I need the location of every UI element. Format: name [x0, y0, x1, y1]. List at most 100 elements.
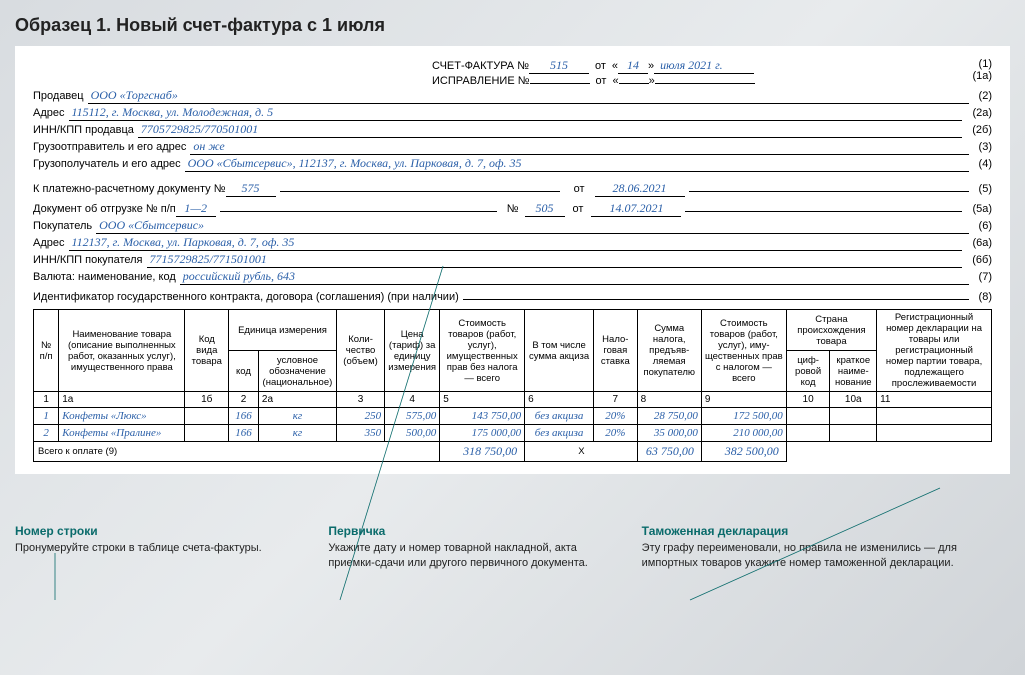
ref2b: (2б) — [972, 124, 992, 136]
n11: 11 — [877, 392, 992, 408]
n4: 4 — [385, 392, 440, 408]
cell-u: 166 — [229, 425, 259, 442]
cell-n: 1 — [34, 408, 59, 425]
from-label: от — [595, 60, 606, 72]
cell-n: 2 — [34, 425, 59, 442]
buyer-addr-label: Адрес — [33, 237, 65, 249]
ot2: от — [574, 183, 585, 195]
addr-label: Адрес — [33, 107, 65, 119]
shipdoc-label: Документ об отгрузке № п/п — [33, 203, 176, 215]
cell-cc — [786, 425, 830, 442]
totals-tax: 63 750,00 — [637, 442, 701, 462]
page-title: Образец 1. Новый счет-фактура с 1 июля — [15, 15, 1010, 36]
cell-kind — [185, 408, 229, 425]
col-tax: Сумма налога, предъяв­ляемая покупа­телю — [637, 310, 701, 392]
n10a: 10а — [830, 392, 877, 408]
cell-cn — [830, 425, 877, 442]
cell-excise: без акциза — [525, 425, 594, 442]
ann-title-1: Первичка — [328, 524, 611, 538]
currency: российский рубль, 643 — [180, 269, 298, 283]
correction-month — [655, 83, 755, 84]
col-qty: Коли­чество (объем) — [336, 310, 384, 392]
table-row: 2Конфеты «Пралине»166кг350500,00175 000,… — [34, 425, 992, 442]
n5: 5 — [440, 392, 525, 408]
totals-label: Всего к оплате (9) — [34, 442, 440, 462]
invoice-no: 515 — [529, 58, 589, 74]
col-kind: Код вида товара — [185, 310, 229, 392]
invoice-label: СЧЕТ-ФАКТУРА № — [432, 60, 529, 72]
seller-addr: 115112, г. Москва, ул. Молодежная, д. 5 — [69, 105, 277, 119]
cell-qty: 250 — [336, 408, 384, 425]
paydoc-date: 28.06.2021 — [595, 181, 685, 197]
annotation-primary-doc: Первичка Укажите дату и номер товарной н… — [328, 524, 611, 571]
cell-total: 210 000,00 — [701, 425, 786, 442]
ann-text-2: Эту графу переименовали, но правила не и… — [642, 541, 1010, 571]
buyer-inn: 7715729825/771501001 — [147, 252, 270, 266]
annotation-row-number: Номер строки Пронумеруйте строки в табли… — [15, 524, 298, 571]
cell-decl — [877, 425, 992, 442]
inn-label: ИНН/КПП продавца — [33, 124, 134, 136]
cell-sum: 143 750,00 — [440, 408, 525, 425]
ann-title-2: Таможенная декларация — [642, 524, 1010, 538]
from-label2: от — [596, 75, 607, 87]
cell-decl — [877, 408, 992, 425]
n8: 8 — [637, 392, 701, 408]
cell-cn — [830, 408, 877, 425]
cell-tax: 35 000,00 — [637, 425, 701, 442]
invoice-table: № п/п Наименование товара (описание выпо… — [33, 309, 992, 462]
cell-excise: без акциза — [525, 408, 594, 425]
paydoc-label: К платежно-расчетному документу № — [33, 183, 226, 195]
n1b: 1б — [185, 392, 229, 408]
ref6b: (6б) — [972, 254, 992, 266]
totals-x: Х — [525, 442, 637, 462]
totals-total: 382 500,00 — [701, 442, 786, 462]
cell-rate: 20% — [594, 425, 638, 442]
n3: 3 — [336, 392, 384, 408]
col-excise: В том числе сумма акциза — [525, 310, 594, 392]
shipdoc-pp: 1—2 — [176, 201, 216, 217]
buyer: ООО «Сбытсервис» — [96, 218, 207, 232]
seller-label: Продавец — [33, 90, 84, 102]
buyer-inn-label: ИНН/КПП покупателя — [33, 254, 143, 266]
invoice-month: июля 2021 г. — [654, 58, 754, 74]
cell-name: Конфеты «Люкс» — [59, 408, 185, 425]
shipdoc-date: 14.07.2021 — [591, 201, 681, 217]
cell-tax: 28 750,00 — [637, 408, 701, 425]
cell-rate: 20% — [594, 408, 638, 425]
col-unit-code: код — [229, 351, 259, 392]
cell-un: кг — [258, 408, 336, 425]
col-rate: Нало­говая став­ка — [594, 310, 638, 392]
ref-1a: (1а) — [952, 70, 992, 82]
qr2: » — [649, 75, 655, 87]
cell-qty: 350 — [336, 425, 384, 442]
n1: 1 — [34, 392, 59, 408]
ref7: (7) — [979, 271, 992, 283]
correction-label: ИСПРАВЛЕНИЕ № — [432, 75, 530, 87]
cell-un: кг — [258, 425, 336, 442]
n2a: 2а — [258, 392, 336, 408]
ot3: от — [573, 203, 584, 215]
ref2: (2) — [979, 90, 992, 102]
currency-label: Валюта: наименование, код — [33, 271, 176, 283]
contract-label: Идентификатор государственного контракта… — [33, 291, 459, 303]
cell-u: 166 — [229, 408, 259, 425]
col-cc: циф­ровой код — [786, 351, 830, 392]
cell-kind — [185, 425, 229, 442]
paydoc-no: 575 — [226, 181, 276, 197]
table-row: 1Конфеты «Люкс»166кг250575,00143 750,00б… — [34, 408, 992, 425]
col-decl: Регистрацион­ный номер декла­рации на то… — [877, 310, 992, 392]
invoice-number-row: СЧЕТ-ФАКТУРА № 515 от « 14 » июля 2021 г… — [432, 58, 952, 74]
seller-inn: 7705729825/770501001 — [138, 122, 261, 136]
buyer-label: Покупатель — [33, 220, 92, 232]
ref8: (8) — [979, 291, 992, 303]
ref6: (6) — [979, 220, 992, 232]
ann-title-0: Номер строки — [15, 524, 298, 538]
invoice-day: 14 — [618, 58, 648, 74]
ref5a: (5а) — [972, 203, 992, 215]
totals-blank — [786, 442, 991, 462]
col-unit-group: Единица измерения — [229, 310, 337, 351]
n10: 10 — [786, 392, 830, 408]
col-unit-name: условное обозначение (националь­ное) — [258, 351, 336, 392]
n6: 6 — [525, 392, 594, 408]
consignee: ООО «Сбытсервис», 112137, г. Москва, ул.… — [185, 156, 525, 170]
